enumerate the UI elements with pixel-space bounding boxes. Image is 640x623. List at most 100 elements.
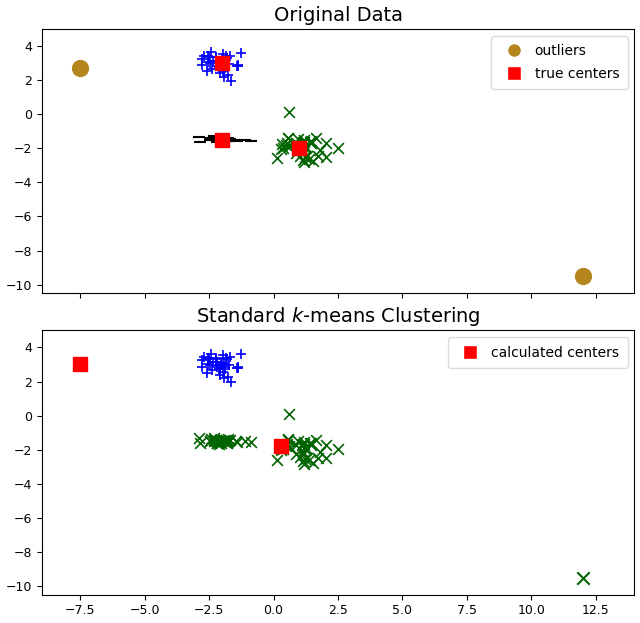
Point xyxy=(214,369,225,379)
Point xyxy=(236,47,246,57)
Point xyxy=(218,65,228,75)
Point xyxy=(300,454,310,464)
Point xyxy=(283,133,293,143)
Point xyxy=(212,55,222,65)
Point xyxy=(284,409,294,419)
Point xyxy=(225,134,235,144)
Point xyxy=(222,354,232,364)
Point xyxy=(220,364,230,374)
Point xyxy=(301,142,311,152)
Point xyxy=(223,436,233,446)
Point xyxy=(294,143,305,153)
Point xyxy=(205,360,215,370)
Point xyxy=(280,140,291,150)
Point xyxy=(209,436,220,446)
Point xyxy=(217,359,227,369)
Point xyxy=(315,447,325,457)
Point xyxy=(298,146,308,156)
Point xyxy=(276,440,287,450)
Point xyxy=(214,59,225,69)
Point xyxy=(306,440,316,450)
Point xyxy=(280,442,291,452)
Point xyxy=(313,151,323,161)
Point xyxy=(291,440,301,450)
Point xyxy=(216,136,226,146)
Point xyxy=(220,135,230,145)
Point xyxy=(277,444,287,454)
Point xyxy=(297,139,307,149)
Point xyxy=(197,54,207,64)
Point xyxy=(204,359,214,369)
Point xyxy=(216,438,226,448)
Point xyxy=(222,136,232,146)
Point xyxy=(291,138,301,148)
Point xyxy=(214,62,224,72)
Point xyxy=(578,271,588,281)
Point xyxy=(271,455,282,465)
Point xyxy=(223,360,234,370)
Point xyxy=(303,455,314,465)
Point xyxy=(225,51,235,61)
Point xyxy=(75,359,85,369)
Point xyxy=(277,143,287,153)
Point xyxy=(299,135,309,145)
Point xyxy=(207,64,217,74)
Point xyxy=(233,361,243,371)
Point xyxy=(298,158,308,168)
Point xyxy=(232,363,243,373)
Point xyxy=(217,58,227,68)
Point xyxy=(284,140,294,150)
Point xyxy=(212,357,223,367)
Point xyxy=(209,435,219,445)
Point xyxy=(315,146,325,156)
Point xyxy=(276,144,286,154)
Title: Original Data: Original Data xyxy=(273,6,403,24)
Point xyxy=(240,135,250,145)
Point xyxy=(231,436,241,446)
Point xyxy=(232,136,242,146)
Point xyxy=(211,436,221,446)
Point xyxy=(212,438,222,448)
Point xyxy=(233,363,243,373)
Point xyxy=(223,59,234,69)
Point xyxy=(220,437,230,447)
Point xyxy=(299,137,309,147)
Point xyxy=(306,437,316,447)
Point xyxy=(199,51,209,61)
Point xyxy=(298,138,308,148)
Point xyxy=(209,135,220,145)
Point xyxy=(305,438,316,448)
Point xyxy=(211,135,221,145)
Point xyxy=(218,134,228,144)
Point xyxy=(204,354,214,364)
Point xyxy=(214,361,225,371)
Point xyxy=(214,439,224,449)
Point xyxy=(212,56,223,66)
Point xyxy=(195,137,205,147)
Point xyxy=(308,458,318,468)
Legend: calculated centers: calculated centers xyxy=(448,337,627,368)
Point xyxy=(212,357,222,367)
Point xyxy=(284,107,294,117)
Point xyxy=(212,60,222,70)
Point xyxy=(282,439,292,449)
Point xyxy=(212,438,222,448)
Point xyxy=(223,133,234,143)
Point xyxy=(313,453,323,463)
Title: Standard $k$-means Clustering: Standard $k$-means Clustering xyxy=(196,305,480,328)
Point xyxy=(209,433,219,443)
Point xyxy=(205,59,215,69)
Point xyxy=(206,349,216,359)
Point xyxy=(205,435,215,445)
Point xyxy=(214,68,225,78)
Point xyxy=(305,439,316,449)
Point xyxy=(298,459,308,469)
Point xyxy=(298,449,308,459)
Point xyxy=(219,72,229,82)
Point xyxy=(211,435,221,445)
Point xyxy=(221,134,231,144)
Point xyxy=(321,151,331,161)
Point xyxy=(219,359,229,369)
Point xyxy=(299,437,309,447)
Point xyxy=(211,357,221,367)
